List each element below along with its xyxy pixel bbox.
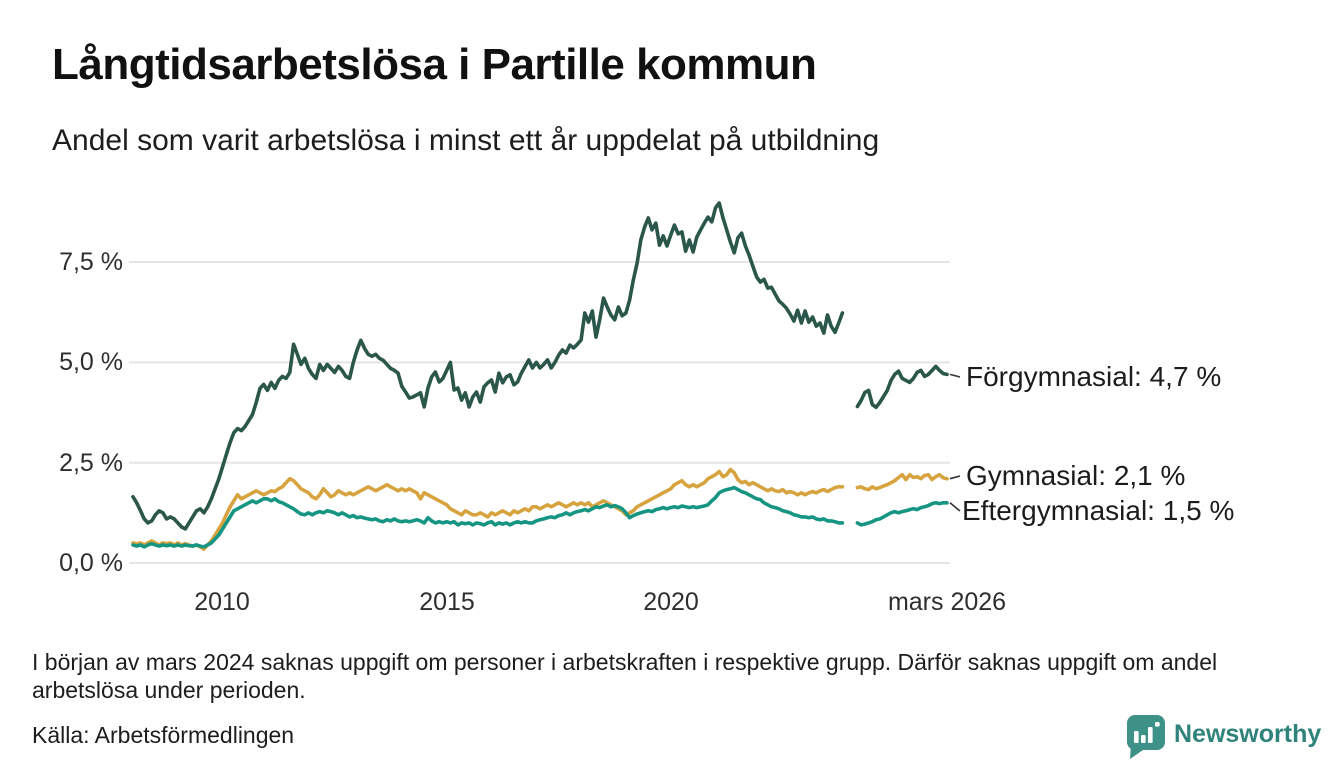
series-label-gymnasial: Gymnasial: 2,1 % [966,460,1186,491]
series-line-forgymnasial [131,201,949,531]
y-axis-tick-7-5: 7,5 % [59,248,123,276]
footnote-missing-data: I början av mars 2024 saknas uppgift om … [32,649,1218,703]
series-label-forgymnasial: Förgymnasial: 4,7 % [966,361,1222,392]
x-axis-tick-2015: 2015 [419,588,475,616]
series-line-eftergymnasial [131,485,949,549]
y-axis-tick-2-5: 2,5 % [59,449,123,477]
label-connector-eftergymnasial [949,502,961,512]
newsworthy-branding: Newsworthy [1126,714,1321,760]
newsworthy-speech-bubble-bar-chart-icon [1126,714,1166,765]
series-line-gymnasial [131,467,949,551]
x-axis-tick-2010: 2010 [194,588,250,616]
source-text: Källa: Arbetsförmedlingen [32,722,295,748]
x-axis-tick-mars-2026: mars 2026 [887,588,1007,616]
series-label-eftergymnasial: Eftergymnasial: 1,5 % [962,495,1235,526]
label-connector-gymnasial [949,475,961,480]
page-title: Långtidsarbetslösa i Partille kommun [52,40,817,89]
y-axis-tick-0-0: 0,0 % [59,549,123,577]
newsworthy-wordmark: Newsworthy [1174,720,1322,748]
page-subtitle: Andel som varit arbetslösa i minst ett å… [52,124,880,157]
y-axis-tick-5-0: 5,0 % [59,348,123,376]
x-axis-tick-2020: 2020 [643,588,699,616]
label-connector-forgymnasial [949,373,961,378]
